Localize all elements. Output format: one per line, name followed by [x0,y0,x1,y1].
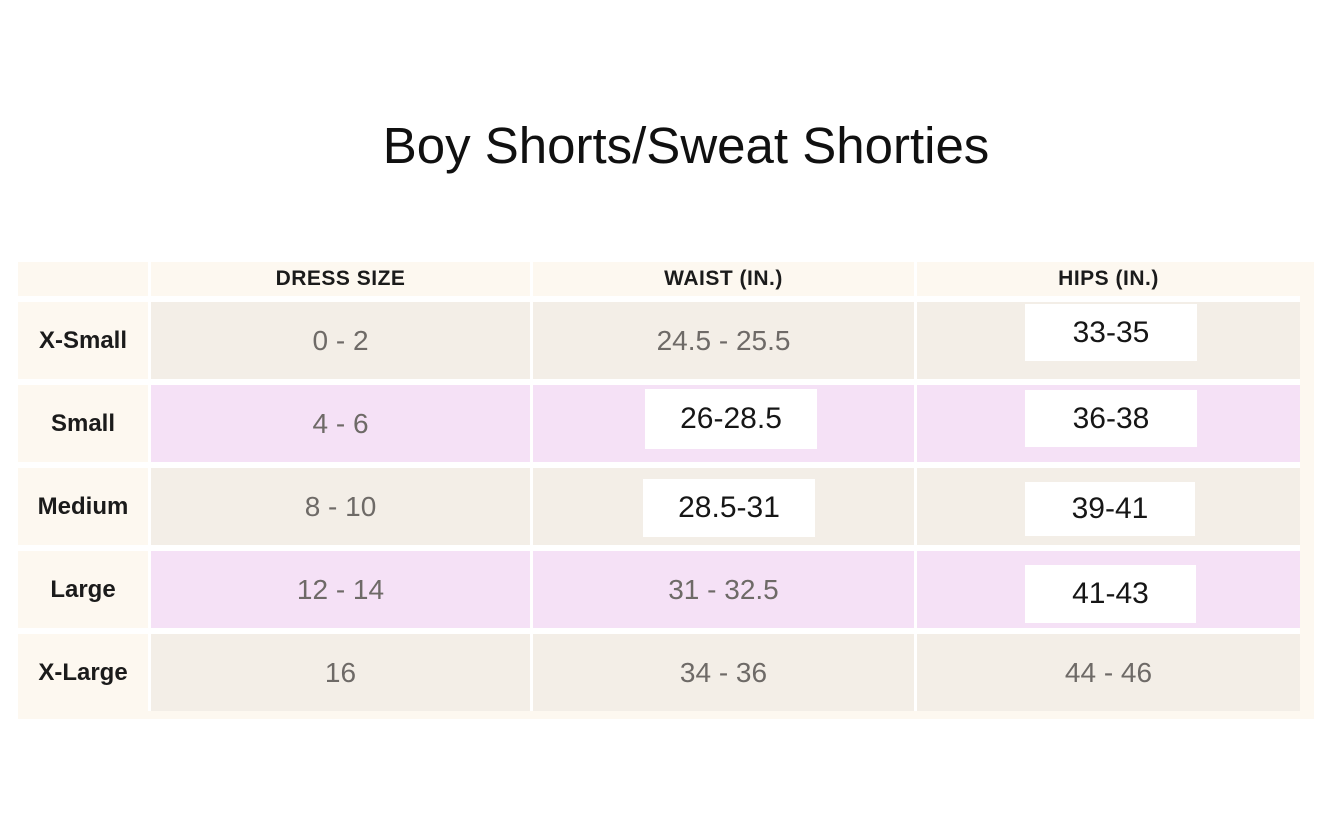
cell-value: 16 [324,656,357,688]
cell-xlarge-waist: 34 - 36 [533,634,914,711]
cell-value: 4 - 6 [312,407,369,439]
cell-large-hips: 41-43 [917,551,1300,628]
header-corner-cell [18,262,148,296]
header-dress-size: DRESS SIZE [151,262,530,296]
cell-medium-dress-size: 8 - 10 [151,468,530,545]
cell-value: 12 - 14 [296,573,385,605]
cell-value: 44 - 46 [1064,656,1153,688]
white-patch-medium-hips: 39-41 [1025,482,1195,536]
cell-xsmall-waist: 24.5 - 25.5 [533,302,914,379]
cell-small-hips: 36-38 [917,385,1300,462]
cell-small-dress-size: 4 - 6 [151,385,530,462]
cell-value: 39-41 [1071,492,1149,525]
white-patch-small-waist: 26-28.5 [645,389,817,449]
cell-value: 34 - 36 [679,656,768,688]
cell-value: 0 - 2 [312,324,369,356]
cell-small-waist: 26-28.5 [533,385,914,462]
cell-medium-waist: 28.5-31 [533,468,914,545]
white-patch-large-hips: 41-43 [1025,565,1196,623]
cell-value: 24.5 - 25.5 [656,324,791,356]
cell-large-waist: 31 - 32.5 [533,551,914,628]
cell-value: 28.5-31 [678,491,780,524]
cell-large-dress-size: 12 - 14 [151,551,530,628]
row-label-xlarge: X-Large [18,634,148,711]
cell-value: 41-43 [1072,577,1149,610]
white-patch-xsmall-hips: 33-35 [1025,304,1197,361]
white-patch-small-hips: 36-38 [1025,390,1197,447]
header-hips: HIPS (IN.) [917,262,1300,296]
cell-xlarge-hips: 44 - 46 [917,634,1300,711]
row-label-large: Large [18,551,148,628]
header-waist: WAIST (IN.) [533,262,914,296]
cell-value: 36-38 [1072,401,1150,435]
page-title: Boy Shorts/Sweat Shorties [382,117,990,174]
row-label-small: Small [18,385,148,462]
row-label-medium: Medium [18,468,148,545]
size-chart-grid: DRESS SIZE WAIST (IN.) HIPS (IN.) X-Smal… [18,262,1300,711]
cell-xsmall-dress-size: 0 - 2 [151,302,530,379]
cell-value: 8 - 10 [304,490,377,522]
cell-xsmall-hips: 33-35 [917,302,1300,379]
white-patch-medium-waist: 28.5-31 [643,479,815,537]
cell-value: 31 - 32.5 [668,573,779,605]
cell-medium-hips: 39-41 [917,468,1300,545]
cell-value: 26-28.5 [680,402,782,435]
row-label-xsmall: X-Small [18,302,148,379]
cell-value: 33-35 [1072,315,1150,349]
cell-xlarge-dress-size: 16 [151,634,530,711]
size-chart-table: DRESS SIZE WAIST (IN.) HIPS (IN.) X-Smal… [18,262,1314,719]
